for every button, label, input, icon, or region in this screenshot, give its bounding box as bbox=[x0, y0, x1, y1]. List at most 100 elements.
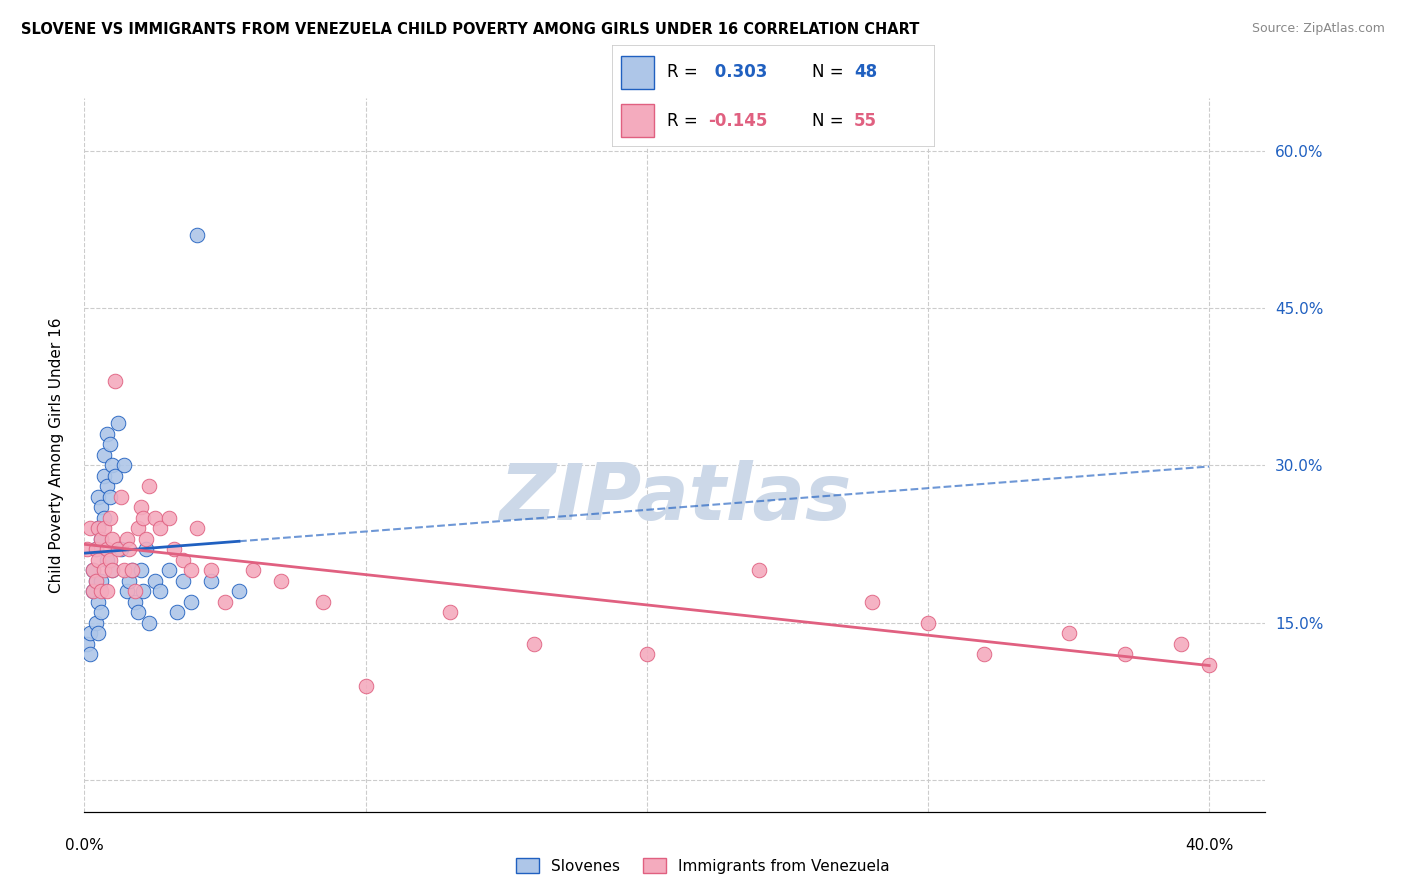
Point bbox=[101, 458, 124, 473]
Bar bbox=[621, 56, 654, 88]
Point bbox=[98, 553, 121, 567]
Point bbox=[98, 490, 121, 504]
Point bbox=[84, 542, 107, 557]
Point bbox=[84, 574, 107, 588]
Point bbox=[121, 563, 143, 577]
Point bbox=[90, 500, 112, 515]
Point bbox=[79, 626, 101, 640]
Point bbox=[129, 563, 152, 577]
Point bbox=[110, 542, 132, 557]
Point bbox=[101, 563, 124, 577]
Point bbox=[87, 626, 110, 640]
Point bbox=[200, 563, 222, 577]
Point bbox=[163, 542, 186, 557]
Point bbox=[82, 584, 104, 599]
Text: 0.0%: 0.0% bbox=[65, 838, 104, 853]
Point bbox=[90, 574, 112, 588]
Point bbox=[118, 542, 141, 557]
Text: 40.0%: 40.0% bbox=[1185, 838, 1233, 853]
Point bbox=[82, 563, 104, 577]
Point bbox=[157, 563, 180, 577]
FancyBboxPatch shape bbox=[612, 45, 935, 147]
Point bbox=[186, 227, 208, 242]
Point bbox=[93, 563, 115, 577]
Text: SLOVENE VS IMMIGRANTS FROM VENEZUELA CHILD POVERTY AMONG GIRLS UNDER 16 CORRELAT: SLOVENE VS IMMIGRANTS FROM VENEZUELA CHI… bbox=[21, 22, 920, 37]
Point bbox=[107, 542, 129, 557]
Point bbox=[112, 563, 135, 577]
Point bbox=[138, 479, 160, 493]
Point bbox=[143, 511, 166, 525]
Point bbox=[186, 521, 208, 535]
Point bbox=[973, 648, 995, 662]
Point bbox=[87, 521, 110, 535]
Point bbox=[82, 563, 104, 577]
Point bbox=[860, 595, 883, 609]
Point bbox=[523, 637, 546, 651]
Point bbox=[98, 511, 121, 525]
Text: 0.303: 0.303 bbox=[709, 63, 768, 81]
Point bbox=[90, 584, 112, 599]
Point bbox=[149, 521, 172, 535]
Point bbox=[135, 542, 157, 557]
Point bbox=[121, 563, 143, 577]
Point bbox=[93, 469, 115, 483]
Point bbox=[132, 584, 155, 599]
Point bbox=[124, 595, 146, 609]
Y-axis label: Child Poverty Among Girls Under 16: Child Poverty Among Girls Under 16 bbox=[49, 318, 63, 592]
Point bbox=[115, 584, 138, 599]
Point bbox=[110, 490, 132, 504]
Text: 55: 55 bbox=[855, 112, 877, 129]
Point bbox=[129, 500, 152, 515]
Point bbox=[98, 437, 121, 451]
Text: -0.145: -0.145 bbox=[709, 112, 768, 129]
Point bbox=[90, 532, 112, 546]
Point bbox=[1170, 637, 1192, 651]
Text: R =: R = bbox=[666, 63, 703, 81]
Text: N =: N = bbox=[813, 63, 849, 81]
Point bbox=[79, 648, 101, 662]
Point bbox=[90, 605, 112, 619]
Point bbox=[172, 574, 194, 588]
Point bbox=[439, 605, 461, 619]
Point bbox=[132, 511, 155, 525]
Point bbox=[84, 615, 107, 630]
Point bbox=[127, 521, 149, 535]
Point bbox=[214, 595, 236, 609]
Point bbox=[242, 563, 264, 577]
Point bbox=[228, 584, 250, 599]
Point bbox=[118, 574, 141, 588]
Point bbox=[127, 605, 149, 619]
Text: ZIPatlas: ZIPatlas bbox=[499, 459, 851, 536]
Point bbox=[90, 532, 112, 546]
Point bbox=[84, 574, 107, 588]
Point bbox=[135, 532, 157, 546]
Point bbox=[87, 595, 110, 609]
Point bbox=[180, 563, 202, 577]
Point bbox=[138, 615, 160, 630]
Point bbox=[1057, 626, 1080, 640]
Point bbox=[96, 479, 118, 493]
Point bbox=[354, 679, 377, 693]
Point bbox=[107, 417, 129, 431]
Text: N =: N = bbox=[813, 112, 849, 129]
Point bbox=[87, 521, 110, 535]
Point bbox=[1114, 648, 1136, 662]
Point bbox=[101, 532, 124, 546]
Point bbox=[82, 584, 104, 599]
Point bbox=[166, 605, 188, 619]
Point bbox=[84, 542, 107, 557]
Text: R =: R = bbox=[666, 112, 703, 129]
Point bbox=[93, 511, 115, 525]
Point bbox=[312, 595, 335, 609]
Point bbox=[87, 490, 110, 504]
Point bbox=[76, 542, 98, 557]
Legend: Slovenes, Immigrants from Venezuela: Slovenes, Immigrants from Venezuela bbox=[510, 852, 896, 880]
Point bbox=[200, 574, 222, 588]
Point bbox=[748, 563, 770, 577]
Point bbox=[104, 469, 127, 483]
Point bbox=[104, 375, 127, 389]
Point bbox=[101, 563, 124, 577]
Point bbox=[124, 584, 146, 599]
Text: 48: 48 bbox=[855, 63, 877, 81]
Point bbox=[96, 542, 118, 557]
